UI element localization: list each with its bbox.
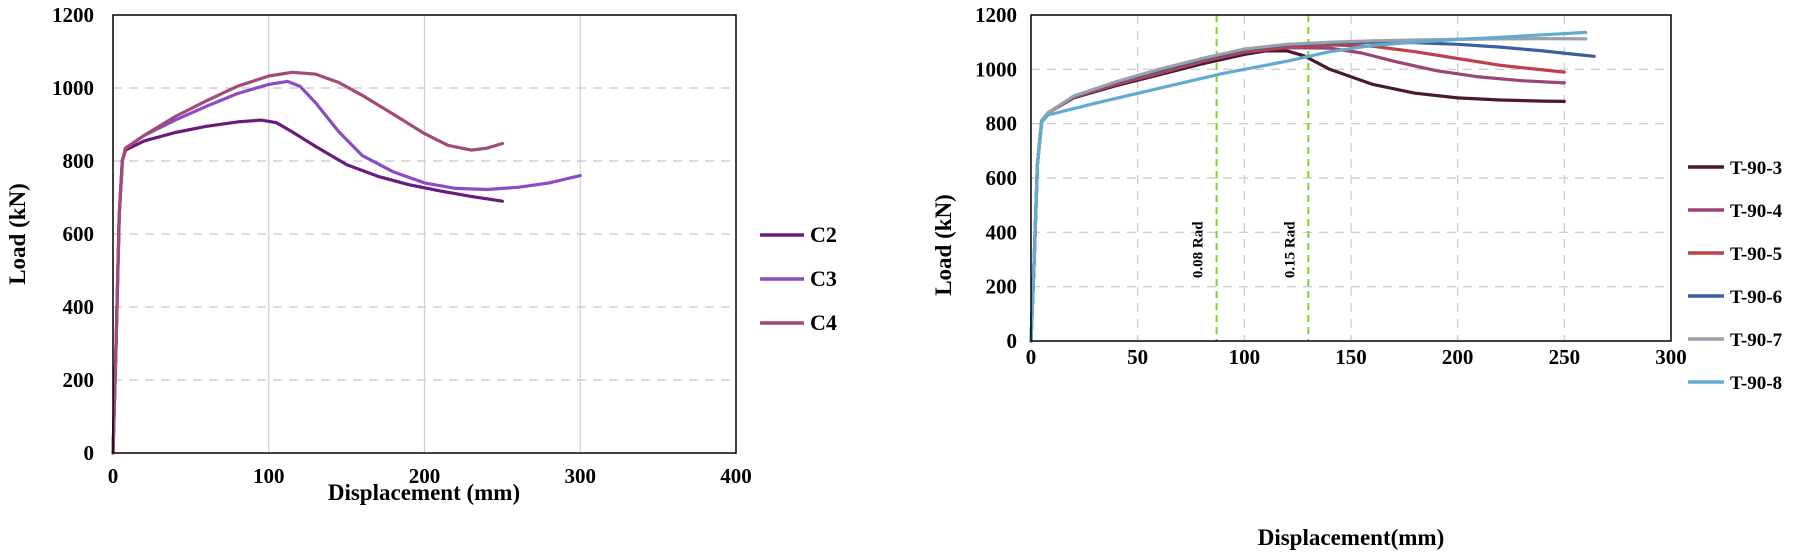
- right-y-axis-title: Load (kN): [931, 194, 956, 296]
- y-tick-label: 1000: [52, 76, 94, 100]
- annotation-label: 0.08 Rad: [1191, 221, 1207, 278]
- y-tick-label: 800: [986, 112, 1018, 136]
- left-x-axis-title: Displacement (mm): [328, 480, 520, 505]
- legend-label: C4: [810, 310, 837, 335]
- series-line-t-90-4: [1029, 46, 1566, 343]
- annotation-label: 0.15 Rad: [1282, 221, 1298, 278]
- legend-label: T-90-6: [1730, 287, 1782, 308]
- y-tick-label: 800: [63, 149, 95, 173]
- series-line-t-90-3: [1029, 49, 1566, 343]
- series-line-t-90-8: [1029, 30, 1588, 343]
- x-tick-label: 300: [565, 464, 597, 488]
- legend-label: T-90-8: [1730, 373, 1782, 394]
- x-tick-label: 250: [1549, 345, 1581, 369]
- x-tick-label: 200: [409, 464, 441, 488]
- series-line-c4: [111, 70, 504, 455]
- x-tick-label: 300: [1655, 345, 1687, 369]
- y-tick-label: 1200: [975, 3, 1017, 27]
- legend-label: T-90-7: [1730, 330, 1783, 351]
- y-tick-label: 0: [84, 441, 95, 465]
- legend-label: C3: [810, 266, 837, 291]
- legend-label: T-90-5: [1730, 244, 1782, 265]
- x-tick-label: 100: [1229, 345, 1261, 369]
- y-tick-label: 0: [1007, 329, 1018, 353]
- left-chart: 0 100 200 300 400 0 200 400 600 800 1000 1200 Disp…: [5, 3, 837, 505]
- series-line-t-90-5: [1029, 43, 1566, 343]
- series-line-c2: [111, 118, 504, 455]
- y-tick-label: 200: [986, 275, 1018, 299]
- left-y-axis-title: Load (kN): [5, 183, 30, 285]
- series-line-c3: [111, 79, 582, 455]
- x-tick-label: 100: [253, 464, 285, 488]
- legend-label: C2: [810, 222, 837, 247]
- y-tick-label: 1000: [975, 57, 1017, 81]
- x-tick-label: 0: [1026, 345, 1037, 369]
- legend-label: T-90-4: [1730, 201, 1783, 222]
- y-tick-label: 400: [63, 295, 95, 319]
- y-tick-label: 400: [986, 220, 1018, 244]
- x-tick-label: 400: [720, 464, 752, 488]
- y-tick-label: 200: [63, 368, 95, 392]
- x-tick-label: 150: [1335, 345, 1367, 369]
- x-tick-label: 50: [1127, 345, 1148, 369]
- y-tick-label: 600: [63, 222, 95, 246]
- legend-label: T-90-3: [1730, 158, 1782, 179]
- x-tick-label: 200: [1442, 345, 1474, 369]
- y-tick-label: 600: [986, 166, 1018, 190]
- left-plot-frame: [112, 14, 737, 454]
- right-x-axis-title: Displacement(mm): [1258, 525, 1445, 550]
- right-chart: 0.08 Rad 0.15 Rad 0 50 100 150 200 250 300 0 200…: [931, 3, 1783, 550]
- x-tick-label: 0: [108, 464, 119, 488]
- right-plot-frame: [1030, 14, 1672, 342]
- y-tick-label: 1200: [52, 3, 94, 27]
